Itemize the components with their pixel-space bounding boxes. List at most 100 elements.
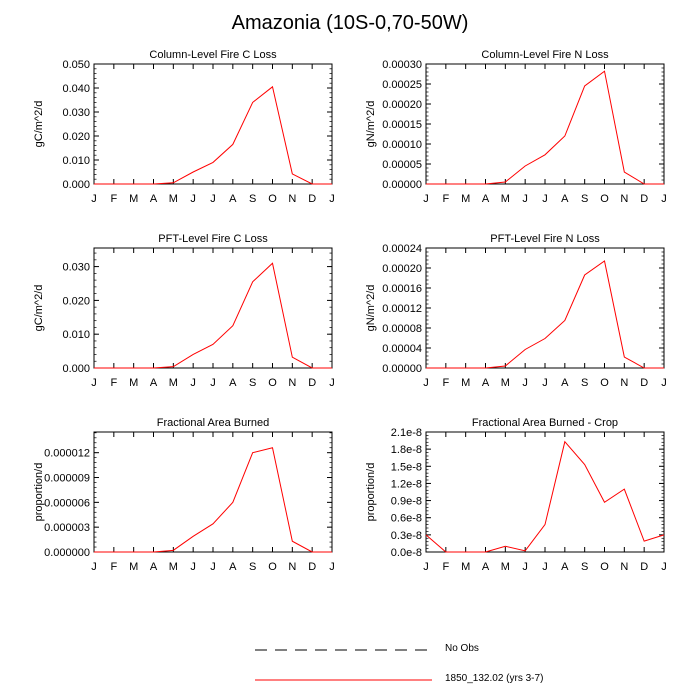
y-axis-label: gC/m^2/d	[33, 101, 45, 148]
x-tick-label: J	[210, 561, 216, 573]
plot-frame	[93, 63, 333, 185]
x-tick-label: O	[268, 561, 277, 573]
x-tick-label: O	[268, 193, 277, 205]
y-tick-label: 0.00010	[382, 139, 422, 151]
plot-frame	[93, 247, 333, 369]
x-tick-label: A	[150, 377, 158, 389]
x-tick-label: J	[542, 561, 548, 573]
x-tick-label: M	[169, 377, 178, 389]
chart-title: Column-Level Fire C Loss	[149, 49, 277, 61]
x-tick-label: A	[561, 377, 569, 389]
x-tick-label: M	[501, 377, 510, 389]
y-tick-label: 0.020	[62, 295, 90, 307]
y-tick-label: 0.000006	[44, 497, 90, 509]
x-tick-label: J	[91, 561, 97, 573]
y-tick-label: 0.00005	[382, 159, 422, 171]
y-tick-label: 0.000000	[44, 547, 90, 559]
x-tick-label: A	[482, 377, 490, 389]
y-tick-label: 1.5e-8	[391, 461, 422, 473]
x-tick-label: S	[581, 193, 588, 205]
x-tick-label: J	[91, 193, 97, 205]
x-tick-label: S	[581, 561, 588, 573]
page-title: Amazonia (10S-0,70-50W)	[231, 12, 469, 34]
y-tick-label: 1.2e-8	[391, 478, 422, 490]
x-tick-label: M	[129, 561, 138, 573]
y-axis-label: gN/m^2/d	[365, 101, 377, 148]
x-tick-label: F	[442, 193, 449, 205]
x-tick-label: J	[190, 193, 196, 205]
plot-frame	[425, 247, 665, 369]
x-tick-label: O	[600, 193, 609, 205]
x-tick-label: N	[288, 561, 296, 573]
x-tick-label: A	[150, 561, 158, 573]
x-tick-label: J	[661, 377, 667, 389]
x-tick-label: S	[249, 377, 256, 389]
chart-panel: Fractional Area Burnedproportion/d0.0000…	[33, 417, 335, 573]
y-tick-label: 0.010	[62, 329, 90, 341]
x-tick-label: J	[542, 377, 548, 389]
x-tick-label: A	[150, 193, 158, 205]
y-tick-label: 0.00024	[382, 243, 422, 255]
chart-panel: Column-Level Fire N Loss gN/m^2/d 0.00000 0…	[365, 49, 667, 205]
x-tick-label: D	[640, 193, 648, 205]
chart-title: Fractional Area Burned - Crop	[472, 417, 618, 429]
series-line	[426, 70, 664, 185]
x-tick-label: O	[268, 377, 277, 389]
x-tick-label: A	[561, 193, 569, 205]
y-tick-label: 0.6e-8	[391, 513, 422, 525]
x-tick-label: D	[308, 561, 316, 573]
x-tick-label: O	[600, 561, 609, 573]
x-tick-label: F	[442, 561, 449, 573]
x-tick-label: J	[329, 193, 335, 205]
x-tick-label: A	[229, 377, 237, 389]
series-line	[94, 447, 332, 553]
y-tick-label: 0.00020	[382, 99, 422, 111]
x-tick-label: J	[423, 561, 429, 573]
y-axis-label: gC/m^2/d	[33, 285, 45, 332]
x-tick-label: A	[482, 561, 490, 573]
x-tick-label: J	[91, 377, 97, 389]
series-line	[94, 85, 332, 185]
x-tick-label: J	[329, 561, 335, 573]
y-tick-label: 0.000003	[44, 522, 90, 534]
x-tick-label: J	[210, 377, 216, 389]
x-tick-label: J	[210, 193, 216, 205]
x-tick-label: N	[620, 561, 628, 573]
chart-panel: PFT-Level Fire N Loss gN/m^2/d 0.00000 0.00…	[365, 233, 667, 389]
x-tick-label: F	[442, 377, 449, 389]
series-line	[94, 262, 332, 369]
x-tick-label: J	[190, 377, 196, 389]
x-tick-label: M	[501, 561, 510, 573]
chart-panel: Column-Level Fire C Loss gC/m^2/d 0.000 0.0…	[33, 49, 335, 205]
x-tick-label: D	[640, 377, 648, 389]
y-tick-label: 0.000	[62, 363, 90, 375]
x-tick-label: A	[229, 561, 237, 573]
x-tick-label: N	[620, 377, 628, 389]
x-tick-label: M	[461, 193, 470, 205]
x-tick-label: M	[169, 561, 178, 573]
x-tick-label: J	[423, 193, 429, 205]
x-tick-label: M	[461, 561, 470, 573]
x-tick-label: A	[229, 193, 237, 205]
x-tick-label: F	[110, 377, 117, 389]
y-tick-label: 0.00008	[382, 323, 422, 335]
y-tick-label: 0.00015	[382, 119, 422, 131]
y-axis-label: gN/m^2/d	[365, 285, 377, 332]
y-tick-label: 1.8e-8	[391, 444, 422, 456]
plot-frame	[425, 431, 665, 553]
x-tick-label: A	[482, 193, 490, 205]
x-tick-label: J	[661, 561, 667, 573]
y-axis-label: proportion/d	[365, 463, 377, 522]
x-tick-label: J	[423, 377, 429, 389]
chart-panel: Fractional Area Burned - Crop proportion/…	[365, 417, 667, 573]
y-tick-label: 0.00004	[382, 343, 422, 355]
x-tick-label: J	[542, 193, 548, 205]
x-tick-label: M	[461, 377, 470, 389]
y-tick-label: 0.00020	[382, 263, 422, 275]
y-tick-label: 0.030	[62, 262, 90, 274]
y-axis-label: proportion/d	[33, 463, 45, 522]
y-tick-label: 0.050	[62, 59, 90, 71]
x-tick-label: S	[581, 377, 588, 389]
y-tick-label: 0.00030	[382, 59, 422, 71]
x-tick-label: J	[190, 561, 196, 573]
